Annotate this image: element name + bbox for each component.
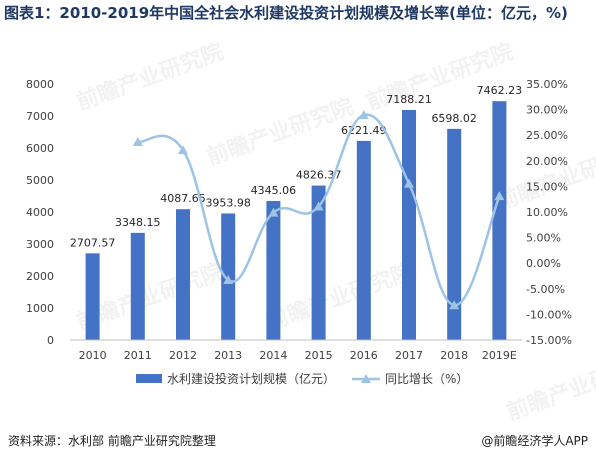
growth-point-marker <box>268 207 279 217</box>
growth-point-marker <box>313 201 324 211</box>
bar <box>356 140 371 340</box>
bar-value-label: 6598.02 <box>431 112 477 125</box>
legend: 水利建设投资计划规模（亿元） 同比增长（%） <box>136 371 468 386</box>
chart-title: 图表1：2010-2019年中国全社会水利建设投资计划规模及增长率(单位：亿元，… <box>4 4 568 22</box>
right-y-tick-label: 0.00% <box>526 257 561 270</box>
right-y-axis: -15.00% -10.00% -5.00% 0.00% 5.00% 10.00% 15.0… <box>526 78 572 347</box>
x-axis: 2010 2011 2012 2013 2014 2015 2016 2017 2018 2019… <box>70 339 522 362</box>
right-y-tick-label: -10.00% <box>526 308 572 321</box>
left-y-tick-label: 0 <box>47 334 54 347</box>
bar-value-label: 4087.65 <box>160 192 206 205</box>
x-tick-label: 2013 <box>214 349 242 362</box>
growth-line-series <box>132 110 505 310</box>
bar-value-label: 4345.06 <box>251 184 297 197</box>
x-tick-label: 2010 <box>79 349 107 362</box>
growth-point-marker <box>358 110 369 120</box>
growth-point-marker <box>404 178 414 188</box>
growth-point-marker <box>494 191 505 201</box>
watermark-text: 前瞻产业研究院 <box>503 349 596 426</box>
right-y-tick-label: 20.00% <box>526 155 568 168</box>
bar <box>130 232 145 340</box>
watermark-text: 前瞻产业研究院 <box>493 139 596 216</box>
bar <box>311 185 326 340</box>
bar <box>176 209 190 340</box>
right-y-tick-label: -5.00% <box>526 283 565 296</box>
left-y-tick-label: 8000 <box>26 78 54 91</box>
x-tick-label: 2016 <box>350 349 378 362</box>
legend-line-label: 同比增长（%） <box>385 372 468 386</box>
left-y-tick-label: 4000 <box>26 206 54 219</box>
x-tick-label: 2012 <box>169 349 197 362</box>
source-note: 资料来源：水利部 前瞻产业研究院整理 <box>8 434 216 448</box>
left-y-axis: 0 1000 2000 3000 4000 5000 6000 7000 8000 <box>26 78 54 347</box>
x-tick-label: 2014 <box>259 349 287 362</box>
bar <box>402 109 416 340</box>
right-y-tick-label: 10.00% <box>526 206 568 219</box>
left-y-tick-label: 7000 <box>26 110 54 123</box>
bar <box>447 128 462 340</box>
bar-value-label: 7462.23 <box>477 84 523 97</box>
growth-point-marker <box>132 137 143 147</box>
brand-credit: @前瞻经济学人APP <box>481 434 588 448</box>
bar-value-label: 2707.57 <box>70 236 116 249</box>
legend-line-marker <box>361 374 371 383</box>
right-y-tick-label: 15.00% <box>526 180 568 193</box>
growth-point-marker <box>449 300 460 310</box>
left-y-tick-label: 5000 <box>26 174 54 187</box>
growth-point-marker <box>178 145 188 155</box>
bar-value-label: 3953.98 <box>205 196 251 209</box>
right-y-tick-label: 25.00% <box>526 129 568 142</box>
bar-series <box>85 101 507 340</box>
growth-line <box>137 113 501 307</box>
watermark-text: 前瞻产业研究院 <box>263 259 417 336</box>
bar <box>85 253 100 340</box>
right-y-tick-label: 35.00% <box>526 78 568 91</box>
growth-point-marker <box>223 274 234 284</box>
right-y-tick-label: 30.00% <box>526 104 568 117</box>
x-tick-label: 2011 <box>124 349 152 362</box>
bar-value-label: 7188.21 <box>386 93 432 106</box>
bar <box>492 101 507 340</box>
left-y-tick-label: 3000 <box>26 238 54 251</box>
legend-bar-label: 水利建设投资计划规模（亿元） <box>167 371 335 386</box>
bar <box>266 200 281 340</box>
bar-value-label: 4826.37 <box>296 169 342 182</box>
watermark-text: 前瞻产业研究院 <box>203 94 357 171</box>
x-tick-label: 2019E <box>482 349 517 362</box>
watermark-text: 前瞻产业研究院 <box>73 39 227 116</box>
left-y-tick-label: 1000 <box>26 302 54 315</box>
legend-bar-swatch <box>136 374 162 383</box>
left-y-tick-label: 6000 <box>26 142 54 155</box>
right-y-tick-label: 5.00% <box>526 232 561 245</box>
left-y-tick-label: 2000 <box>26 270 54 283</box>
right-y-tick-label: -15.00% <box>526 334 572 347</box>
x-tick-label: 2017 <box>395 349 423 362</box>
x-tick-label: 2018 <box>440 349 468 362</box>
bar-value-label: 3348.15 <box>115 216 161 229</box>
x-tick-label: 2015 <box>305 349 333 362</box>
